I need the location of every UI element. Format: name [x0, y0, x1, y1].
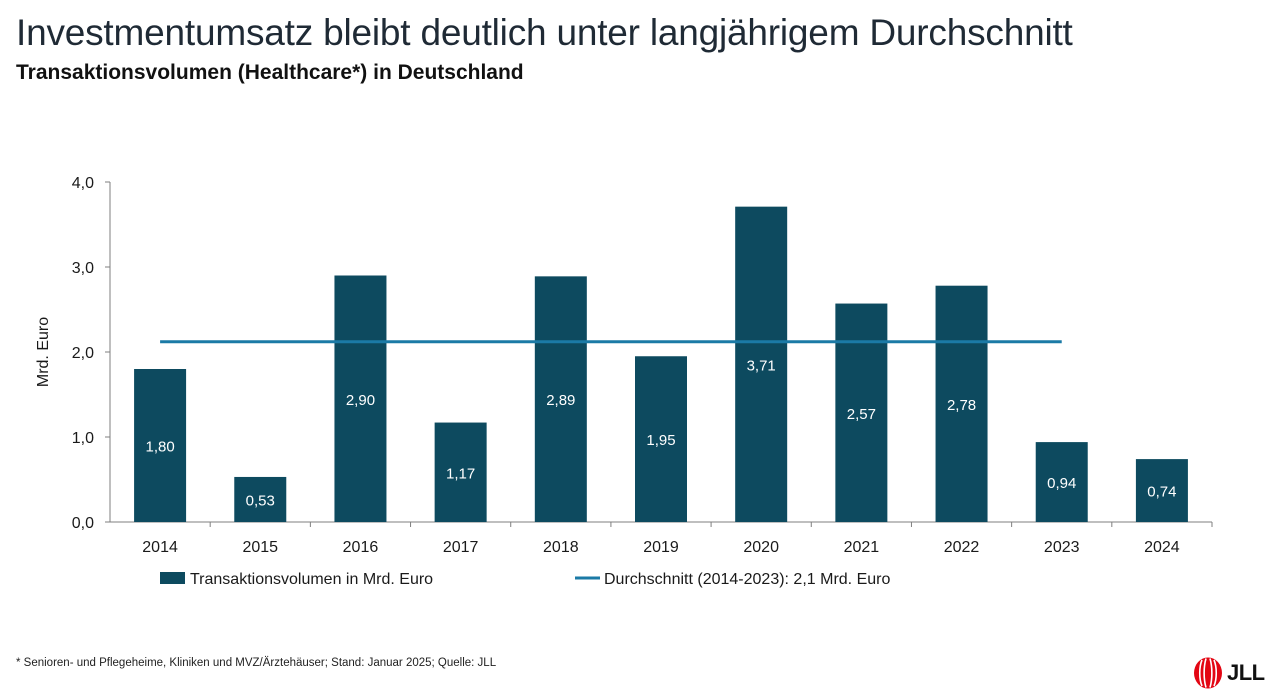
x-tick-label: 2024	[1144, 539, 1180, 556]
bar-2020	[735, 206, 788, 522]
legend-bar-swatch	[160, 572, 185, 584]
bar-value-label: 0,53	[246, 492, 275, 509]
footnote: * Senioren- und Pflegeheime, Kliniken un…	[16, 657, 497, 669]
jll-logo: JLL	[1193, 655, 1265, 691]
bar-value-label: 0,74	[1147, 484, 1176, 501]
y-tick-label: 1,0	[72, 430, 94, 447]
y-tick-label: 2,0	[72, 345, 94, 362]
legend-bar-label: Transaktionsvolumen in Mrd. Euro	[190, 571, 433, 588]
bar-2019	[635, 356, 687, 522]
bar-2015	[234, 476, 287, 522]
y-tick-label: 4,0	[72, 175, 94, 192]
x-tick-label: 2021	[844, 539, 880, 556]
y-axis-title: Mrd. Euro	[35, 317, 52, 387]
legend-line-label: Durchschnitt (2014-2023): 2,1 Mrd. Euro	[604, 571, 890, 588]
bar-value-label: 3,71	[747, 357, 776, 374]
jll-logo-icon	[1194, 657, 1222, 689]
bar-value-label: 1,80	[145, 439, 174, 456]
bar-value-label: 2,78	[947, 397, 976, 414]
x-tick-label: 2020	[743, 539, 779, 556]
bar-2024	[1135, 459, 1188, 522]
x-tick-label: 2017	[443, 539, 479, 556]
page-title: Investmentumsatz bleibt deutlich unter l…	[16, 12, 1073, 53]
x-tick-label: 2023	[1044, 539, 1080, 556]
bar-2023	[1035, 442, 1088, 522]
bar-value-label: 2,89	[546, 392, 575, 409]
page-subtitle: Transaktionsvolumen (Healthcare*) in Deu…	[16, 61, 524, 84]
bar-2016	[334, 275, 387, 522]
bar-value-label: 1,17	[446, 465, 475, 482]
x-tick-label: 2018	[543, 539, 579, 556]
bar-value-label: 2,57	[847, 406, 876, 423]
bar-2018	[534, 276, 587, 522]
x-tick-label: 2019	[643, 539, 679, 556]
x-tick-label: 2014	[142, 539, 178, 556]
logo-text: JLL	[1227, 660, 1265, 685]
y-tick-label: 0,0	[72, 515, 94, 532]
bar-value-label: 0,94	[1047, 475, 1076, 492]
bar-2021	[835, 303, 888, 522]
x-tick-label: 2016	[343, 539, 379, 556]
y-tick-label: 3,0	[72, 260, 94, 277]
x-tick-label: 2022	[944, 539, 980, 556]
bar-value-label: 2,90	[346, 392, 375, 409]
bar-value-label: 1,95	[646, 432, 675, 449]
bar-2017	[434, 422, 487, 522]
x-tick-label: 2015	[242, 539, 278, 556]
bar-2022	[935, 285, 988, 522]
bar-2014	[134, 369, 187, 522]
